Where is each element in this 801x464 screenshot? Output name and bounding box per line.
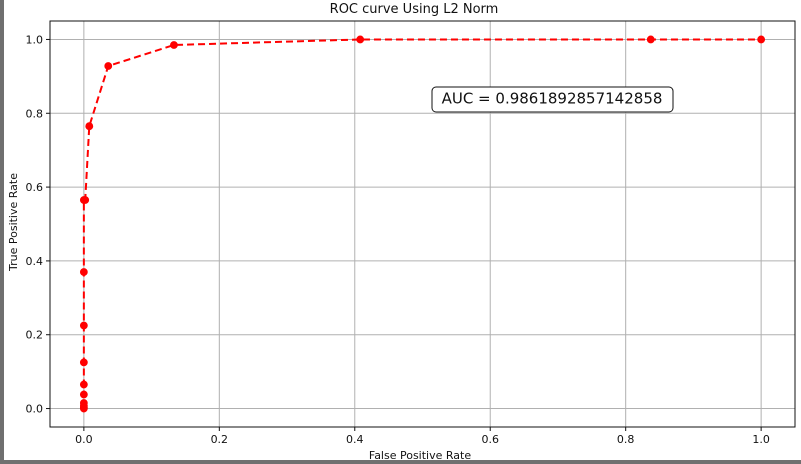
y-tick-label: 0.0 xyxy=(26,403,44,416)
x-axis-label: False Positive Rate xyxy=(369,449,471,462)
roc-point xyxy=(104,62,113,70)
roc-point xyxy=(85,122,94,131)
roc-point xyxy=(79,268,88,276)
left-window-edge xyxy=(0,0,4,464)
x-tick-label: 0.4 xyxy=(346,433,364,446)
roc-point xyxy=(79,380,88,389)
roc-point xyxy=(79,321,88,330)
roc-point xyxy=(757,35,766,44)
y-tick-label: 0.8 xyxy=(26,107,44,120)
y-tick-label: 0.2 xyxy=(26,329,44,342)
y-tick-label: 0.4 xyxy=(26,255,44,268)
roc-series xyxy=(79,35,766,413)
roc-point xyxy=(79,399,88,407)
roc-point xyxy=(79,390,88,399)
roc-point xyxy=(79,358,88,367)
x-tick-label: 0.2 xyxy=(211,433,229,446)
x-tick-label: 0.6 xyxy=(481,433,499,446)
auc-annotation: AUC = 0.9861892857142858 xyxy=(431,86,674,113)
bottom-window-edge xyxy=(0,460,801,464)
y-axis-label: True Positive Rate xyxy=(7,173,20,272)
x-tick-label: 0.0 xyxy=(75,433,93,446)
plot-frame xyxy=(49,20,796,428)
auc-annotation-box xyxy=(431,86,674,113)
x-tick-label: 1.0 xyxy=(752,433,770,446)
chart-grid xyxy=(50,21,795,427)
auc-annotation-text: AUC = 0.9861892857142858 xyxy=(442,90,663,108)
y-tick-label: 0.6 xyxy=(26,181,44,194)
chart-title: ROC curve Using L2 Norm xyxy=(330,2,499,17)
roc-point xyxy=(646,35,655,44)
roc-point xyxy=(81,196,90,204)
y-tick-label: 1.0 xyxy=(26,33,44,46)
x-tick-label: 0.8 xyxy=(617,433,635,446)
roc-point xyxy=(356,35,365,44)
roc-point xyxy=(170,41,178,49)
axis-ticks: 0.0 0.2 0.4 0.6 0.8 1.0 0.0 0.2 0.4 0.6 0.8 1.0 xyxy=(26,33,770,446)
